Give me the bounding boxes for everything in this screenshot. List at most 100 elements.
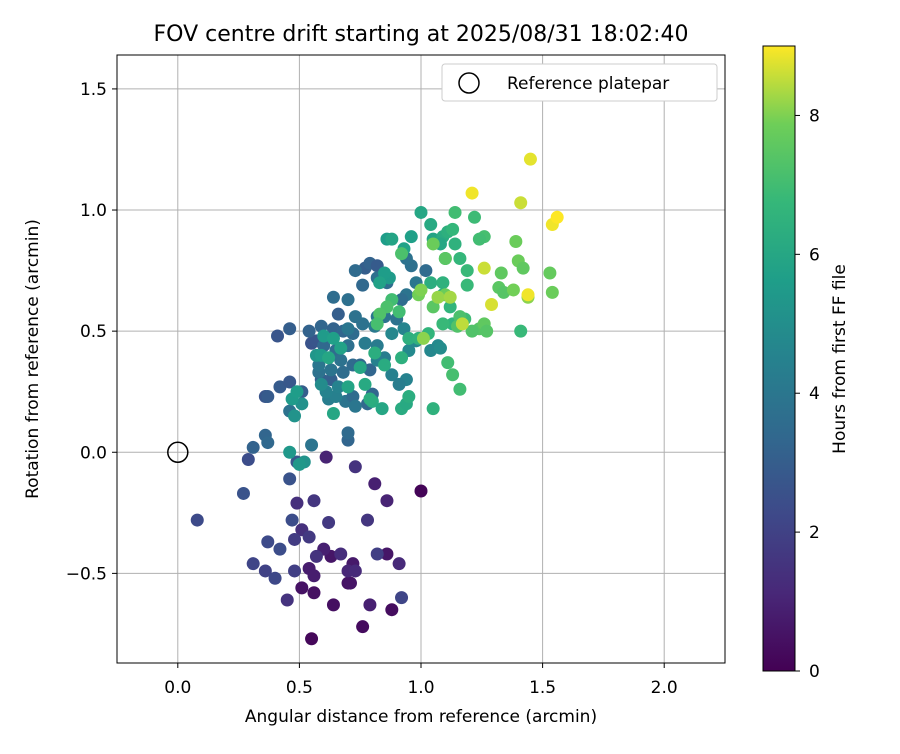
data-point [465,324,479,338]
colorbar-ticks: 0 2 4 6 8 [795,106,820,682]
data-point [343,576,357,590]
data-point [283,322,297,336]
data-point [336,365,350,379]
data-point [448,237,462,251]
data-point [319,450,333,464]
data-point [356,278,370,292]
data-point [438,251,452,265]
data-point [283,472,297,486]
data-point [460,278,474,292]
data-point [380,494,394,508]
data-point [288,532,302,546]
colorbar-tick-label: 0 [809,662,820,682]
grid [117,55,725,663]
data-point [326,322,340,336]
data-point [378,266,392,280]
data-point [288,564,302,578]
data-point [285,513,299,527]
data-point [404,230,418,244]
data-point [326,407,340,421]
legend-entry-reference: Reference platepar [507,74,669,94]
data-point [436,276,450,290]
data-point [373,276,387,290]
data-point [426,300,440,314]
data-point [360,513,374,527]
data-point [292,457,306,471]
data-point [246,440,260,454]
data-point [397,322,411,336]
data-point [236,486,250,500]
data-point [334,547,348,561]
colorbar-gradient [762,45,796,672]
legend-box [441,63,718,102]
colorbar-tick-label: 4 [809,384,820,404]
data-point [509,235,523,249]
data-point [480,324,494,338]
colorbar-label: Hours from first FF file [830,264,850,454]
data-point [514,196,528,210]
data-point [261,390,275,404]
data-point [326,331,340,345]
data-point [348,264,362,278]
data-point [334,341,348,355]
data-point [443,300,457,314]
data-point [380,547,394,561]
data-point [273,542,287,556]
y-tick-label: 0.5 [80,322,107,342]
data-point [358,336,372,350]
x-tick-label: 0.0 [164,678,191,698]
data-point [392,305,406,319]
data-point [521,288,535,302]
data-point [395,351,409,365]
data-point [356,317,370,331]
data-point [273,380,287,394]
data-point [363,392,377,406]
data-point [414,484,428,498]
data-point [550,210,564,224]
data-point [460,264,474,278]
data-point [290,385,304,399]
data-point [446,222,460,236]
data-point [506,283,520,297]
data-point [363,598,377,612]
x-tick-label: 2.0 [651,678,678,698]
reference-platepar-marker [167,441,189,464]
data-point [472,232,486,246]
data-point [353,360,367,374]
data-point [385,603,399,617]
data-point [385,232,399,246]
data-point [368,346,382,360]
data-point [268,571,282,585]
data-point [370,547,384,561]
colorbar-tick-label: 6 [809,245,820,265]
colorbar: 0 2 4 6 8 Hours from first FF file [762,45,850,682]
data-point [261,535,275,549]
y-tick-label: 1.5 [80,80,107,100]
data-point [448,205,462,219]
data-point [307,494,321,508]
data-point [416,331,430,345]
data-point [419,264,433,278]
data-point [326,290,340,304]
y-tick-label: 1.0 [80,201,107,221]
data-point [307,586,321,600]
data-point [295,397,309,411]
data-point [331,307,345,321]
data-point [322,516,336,530]
data-point [302,324,316,338]
data-point [385,368,399,382]
data-point [485,297,499,311]
data-point [280,593,294,607]
data-point [433,341,447,355]
data-point [453,251,467,265]
data-point [305,632,319,646]
data-point [455,317,469,331]
data-point [341,322,355,336]
data-point [392,377,406,391]
y-axis-ticks: −0.5 0.0 0.5 1.0 1.5 [66,80,117,584]
data-point [368,477,382,491]
data-point [414,283,428,297]
data-point [426,402,440,416]
data-point [283,375,297,389]
data-point [190,513,204,527]
